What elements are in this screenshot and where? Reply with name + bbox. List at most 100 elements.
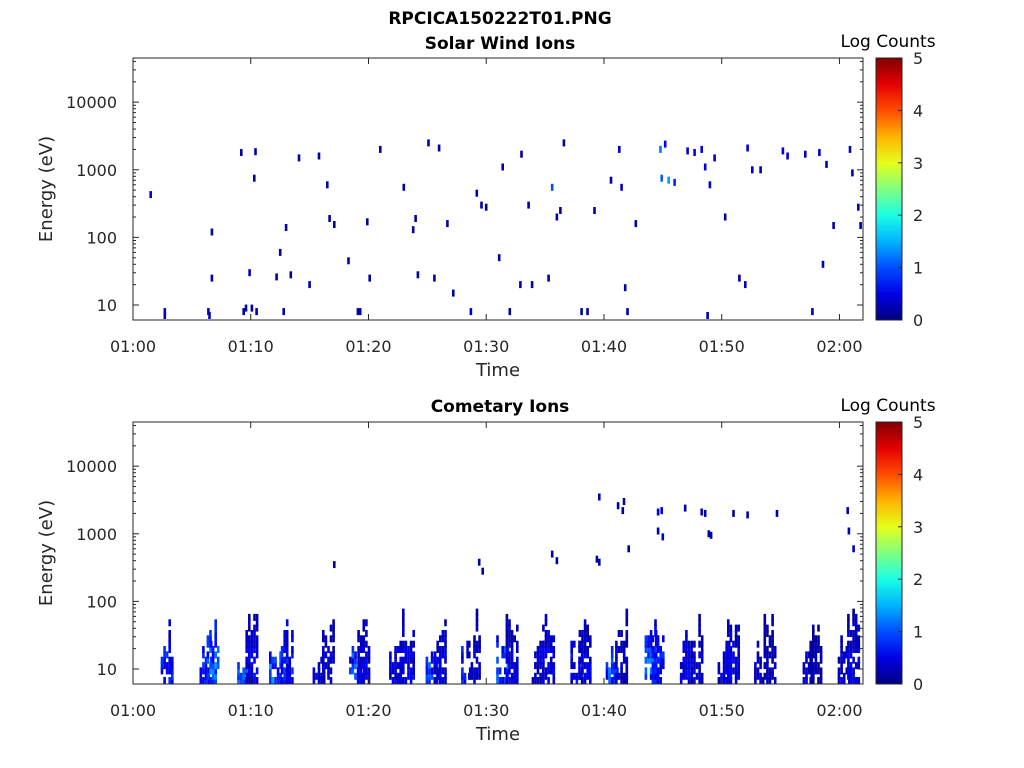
cometary-cell <box>248 619 251 627</box>
solar-wind-cell <box>626 308 629 316</box>
cometary-cell <box>269 651 272 659</box>
cometary-cell <box>698 640 701 648</box>
cometary-cell <box>700 672 704 680</box>
cometary-cell <box>317 667 321 675</box>
cometary-cell <box>622 651 626 659</box>
cometary-cell <box>536 656 540 664</box>
cometary-cell <box>725 656 728 664</box>
cometary-cell <box>510 646 514 653</box>
cometary-cell <box>544 667 548 675</box>
cometary-cell <box>544 619 548 627</box>
cometary-cell <box>332 624 335 632</box>
cometary-cell <box>237 677 240 684</box>
cometary-cell <box>534 672 537 680</box>
cometary-cell <box>216 662 220 670</box>
cometary-cell <box>362 662 366 670</box>
cometary-cell <box>622 677 626 684</box>
cometary-cell <box>349 667 352 675</box>
cometary-cell <box>725 640 728 648</box>
cometary-cell <box>253 613 256 621</box>
cometary-cell <box>727 640 731 648</box>
cometary-cell <box>690 672 694 680</box>
cometary-cell <box>644 646 648 653</box>
cometary-cell <box>332 630 335 637</box>
cometary-cell <box>814 651 818 659</box>
cometary-cell <box>729 672 733 680</box>
cometary-cell <box>695 672 699 680</box>
cometary-cell <box>274 656 277 664</box>
cometary-cell <box>283 640 286 648</box>
cometary-cell <box>276 667 280 675</box>
cometary-cell <box>351 662 355 670</box>
cometary-cell <box>444 656 447 664</box>
cometary-cell <box>698 677 701 684</box>
solar-wind-cell <box>700 145 703 153</box>
cometary-cell <box>700 635 704 643</box>
solar-wind-cell <box>713 154 716 162</box>
cometary-cell <box>367 651 371 659</box>
cometary-cell <box>610 677 614 684</box>
cometary-cell <box>737 635 740 643</box>
solar-wind-cell <box>530 281 534 289</box>
solar-wind-x-tick-label: 01:10 <box>228 337 274 356</box>
cometary-cell <box>549 656 553 664</box>
cometary-cell <box>412 640 415 648</box>
cometary-cell <box>662 651 665 659</box>
cometary-cell <box>679 677 683 684</box>
cometary-cell <box>276 672 280 680</box>
cometary-cell <box>685 651 688 659</box>
solar-wind-cell <box>818 149 821 156</box>
cometary-cell <box>544 635 548 643</box>
cometary-cell <box>160 662 164 670</box>
cometary-cell <box>654 651 657 659</box>
cometary-cell <box>840 667 843 675</box>
cometary-cell <box>547 667 550 675</box>
cometary-cell <box>404 677 408 684</box>
cometary-cell <box>279 677 282 684</box>
cometary-cell <box>768 640 772 648</box>
cometary-cell <box>470 667 474 675</box>
cometary-cell <box>536 662 540 670</box>
cometary-cell <box>444 677 447 684</box>
cometary-cell <box>365 656 368 664</box>
cometary-cell <box>248 667 251 675</box>
cometary-cell <box>367 677 371 684</box>
cometary-cell <box>773 677 777 684</box>
cometary-cell <box>317 677 321 684</box>
cometary-cell <box>475 619 479 627</box>
solar-wind-cell <box>484 203 488 211</box>
cometary-cell <box>430 656 434 664</box>
cometary-cell <box>613 662 617 670</box>
cometary-cell <box>407 662 410 670</box>
cometary-cell <box>327 667 330 675</box>
cometary-cell <box>656 527 660 535</box>
cometary-cell <box>570 672 573 680</box>
cometary-cell <box>501 677 504 684</box>
cometary-cell <box>763 624 767 632</box>
cometary-cell <box>209 667 212 675</box>
cometary-cell <box>505 613 509 621</box>
cometary-cell <box>583 677 587 684</box>
cometary-cell <box>505 646 509 653</box>
cometary-cell <box>605 672 609 680</box>
cometary-cell <box>539 651 542 659</box>
cometary-cell <box>399 646 402 653</box>
cometary-cell <box>253 656 256 664</box>
cometary-colorbar-label: Log Counts <box>840 396 935 416</box>
cometary-cell <box>209 640 212 648</box>
cometary-cell <box>727 677 730 684</box>
cometary-cell <box>245 630 248 637</box>
cometary-cell <box>709 531 713 539</box>
cometary-cell <box>288 672 292 680</box>
cometary-cell <box>283 646 286 653</box>
cometary-cell <box>817 646 820 653</box>
panel-title-solar-wind: Solar Wind Ions <box>425 34 576 54</box>
cometary-cell <box>854 677 858 684</box>
cometary-cell <box>700 508 703 516</box>
cometary-cell <box>359 646 363 653</box>
cometary-cell <box>589 677 592 684</box>
cometary-cell <box>468 640 471 648</box>
cometary-cell <box>849 662 853 670</box>
cometary-cell <box>473 667 476 675</box>
cometary-cell <box>199 677 203 684</box>
